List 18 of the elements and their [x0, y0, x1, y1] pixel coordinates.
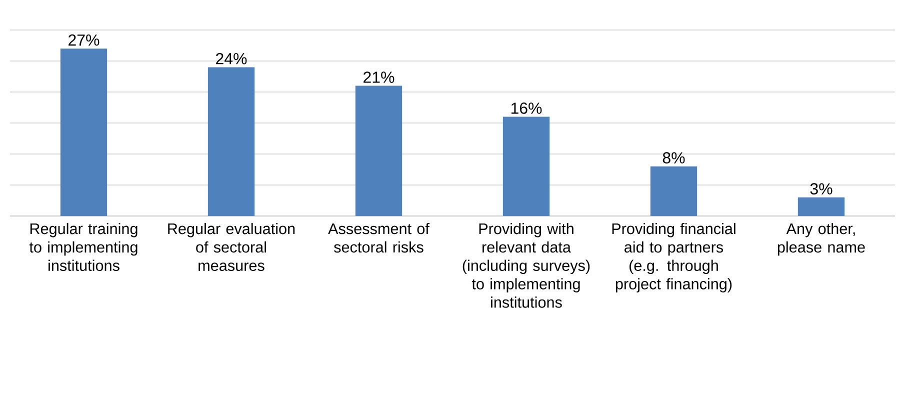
x-tick-label: Regular evaluation of sectoral measures: [168, 222, 295, 271]
data-label: 8%: [662, 152, 685, 164]
data-label: 27%: [68, 34, 100, 46]
bar: [502, 116, 550, 216]
x-tick-label: Assessment of sectoral risks: [328, 222, 430, 253]
bar: [60, 48, 108, 216]
bar: [208, 67, 255, 216]
bar: [798, 197, 845, 216]
x-tick-label: Regular training to implementing institutions: [29, 222, 138, 271]
x-tick-label: Any other, please name: [778, 222, 865, 256]
data-label: 3%: [810, 183, 832, 194]
x-tick-label: Providing financial aid to partners (e.g. through project financing): [612, 222, 736, 292]
bar: [650, 166, 698, 216]
data-label: 24%: [216, 53, 247, 64]
bar: [355, 86, 402, 216]
data-label: 16%: [511, 102, 542, 114]
data-label: 21%: [364, 72, 394, 83]
x-tick-label: Providing with relevant data (including surveys) to implementing institutions: [462, 222, 590, 308]
